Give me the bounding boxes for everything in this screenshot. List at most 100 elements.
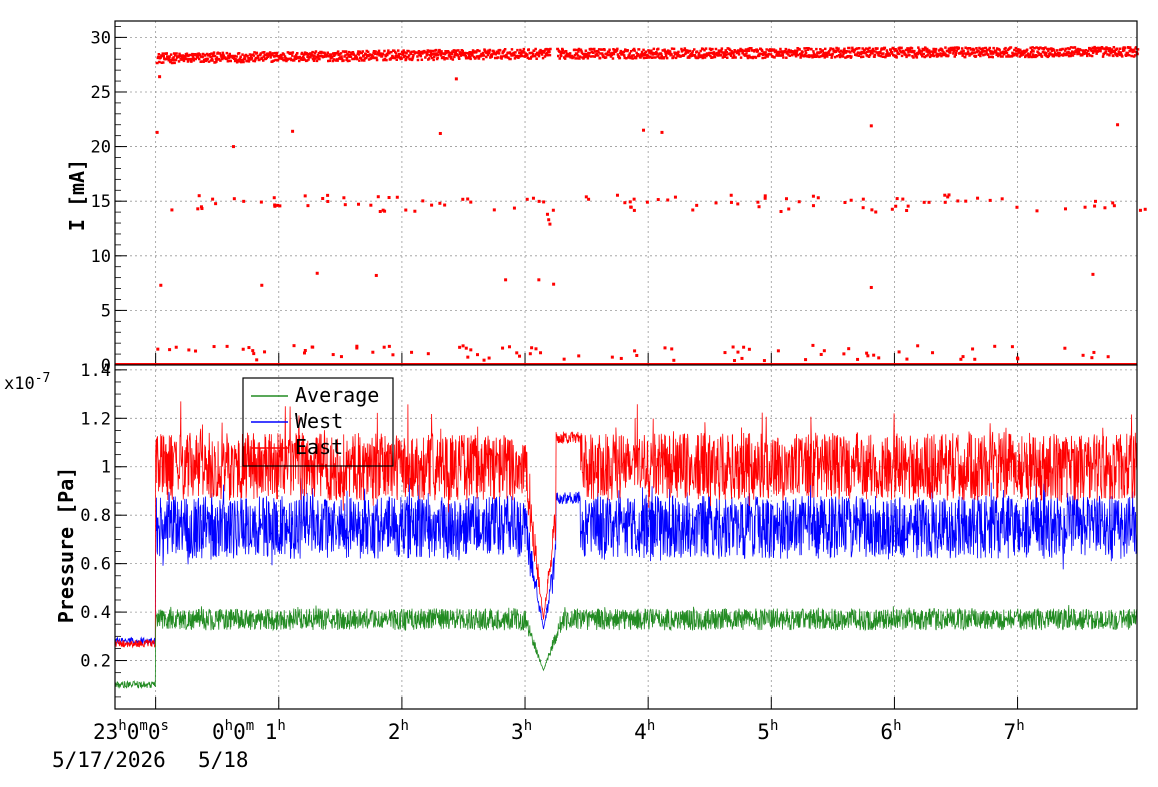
pressure-line-east — [114, 401, 1138, 649]
current-outlier-0 — [155, 130, 159, 134]
current-point-15-85 — [714, 201, 718, 205]
current-point-1-71 — [1090, 356, 1094, 360]
current-panel: 0 5 10 15 20 25 30 — [91, 20, 1147, 376]
current-point-1-72 — [410, 350, 414, 354]
pressure-ytick-label-0: 0.2 — [80, 652, 111, 672]
current-point-15-103 — [632, 208, 636, 212]
current-plot-area — [115, 21, 1137, 365]
x-midnight-hours: 0 — [212, 720, 225, 744]
current-ytick-label-1: 5 — [101, 301, 111, 321]
current-point-1-12 — [292, 344, 296, 348]
current-point-1-51 — [251, 349, 255, 353]
current-point-1-50 — [458, 345, 462, 349]
current-point-15-72 — [1138, 208, 1142, 212]
current-point-1-0 — [916, 344, 920, 348]
current-point-15-80 — [756, 200, 760, 204]
current-outlier-16 — [504, 278, 508, 282]
pressure-ytick-label-6: 1.4 — [80, 361, 111, 381]
current-point-1-68 — [931, 351, 935, 355]
current-point-1-16 — [866, 354, 870, 358]
current-point-15-54 — [895, 197, 899, 201]
pressure-multiplier-exponent: -7 — [35, 371, 51, 386]
current-point-15-90 — [443, 203, 447, 207]
current-outlier-14 — [315, 271, 319, 275]
current-point-1-55 — [847, 347, 851, 351]
current-point-15-101 — [849, 198, 853, 202]
current-point-15-65 — [894, 204, 898, 208]
current-point-15-94 — [736, 202, 740, 206]
current-point-15-47 — [964, 199, 968, 203]
current-point-1-59 — [310, 345, 314, 349]
current-point-1-11 — [619, 356, 623, 360]
current-point-15-39 — [551, 208, 555, 212]
current-point-1-64 — [897, 350, 901, 354]
current-point-1-79 — [865, 351, 869, 355]
x-tick-label-7: 7h — [1004, 718, 1025, 744]
current-point-1-1 — [804, 358, 808, 362]
current-point-1-27 — [872, 353, 876, 357]
current-point-1-18 — [168, 348, 172, 352]
current-point-1-32 — [252, 352, 256, 356]
current-point-15-75 — [413, 209, 417, 213]
current-point-15-74 — [242, 199, 246, 203]
current-point-15-67 — [306, 204, 310, 208]
current-point-15-19 — [629, 205, 633, 209]
current-point-1-69 — [672, 358, 676, 362]
current-point-1-21 — [736, 350, 740, 354]
x-midnight-label: 0h0m — [212, 718, 254, 744]
current-point-1-35 — [742, 345, 746, 349]
current-outlier-20 — [1091, 272, 1095, 276]
current-point-15-56 — [276, 203, 280, 207]
current-point-1-40 — [501, 346, 505, 350]
current-point-15-64 — [1015, 205, 1019, 209]
current-point-15-60 — [430, 203, 434, 207]
current-point-15-78 — [1112, 204, 1116, 208]
current-point-1-42 — [762, 359, 766, 363]
current-point-15-71 — [906, 204, 910, 208]
current-point-15-62 — [587, 197, 591, 201]
current-point-1-52 — [732, 359, 736, 363]
current-point-15-81 — [438, 201, 442, 205]
current-point-1-3 — [225, 344, 229, 348]
current-point-15-14 — [691, 208, 695, 212]
current-point-15-28 — [278, 204, 282, 208]
current-point-15-95 — [666, 198, 670, 202]
current-point-1-77 — [302, 351, 306, 355]
current-point-15-20 — [901, 197, 905, 201]
current-point-15-21 — [404, 208, 408, 212]
current-outlier-22 — [547, 218, 551, 222]
current-ytick-label-0: 0 — [101, 356, 111, 376]
current-point-15-97 — [376, 195, 380, 199]
current-ytick-label-3: 15 — [91, 192, 111, 212]
current-outlier-12 — [1116, 123, 1120, 127]
pressure-ytick-label-4: 1 — [101, 458, 111, 478]
pressure-line-average — [114, 604, 1138, 689]
current-ytick-label-2: 10 — [91, 247, 111, 267]
current-point-15-22 — [956, 199, 960, 203]
pressure-line-west — [114, 477, 1138, 646]
legend-label-west: West — [295, 409, 343, 433]
current-point-15-0 — [729, 200, 733, 204]
current-point-15-58 — [874, 210, 878, 214]
legend-label-average: Average — [295, 383, 379, 407]
current-ytick-label-5: 25 — [91, 83, 111, 103]
x-start-seconds: 0 — [148, 720, 161, 744]
pressure-multiplier: x10-7 — [4, 371, 50, 394]
current-point-1-10 — [528, 352, 532, 356]
current-point-1-37 — [194, 349, 198, 353]
current-outlier-21 — [545, 212, 549, 216]
current-point-15-40 — [531, 196, 535, 200]
current-point-1-80 — [482, 358, 486, 362]
current-point-1-81 — [518, 354, 522, 358]
current-point-15-61 — [927, 200, 931, 204]
current-point-15-96 — [197, 194, 201, 198]
current-point-15-43 — [615, 193, 619, 197]
current-point-15-66 — [1063, 207, 1067, 211]
current-point-1-38 — [331, 353, 335, 357]
current-point-15-3 — [890, 207, 894, 211]
current-point-15-108 — [303, 194, 307, 198]
current-point-15-29 — [632, 197, 636, 201]
pressure-ytick-label-3: 0.8 — [80, 506, 111, 526]
current-point-15-70 — [905, 209, 909, 213]
